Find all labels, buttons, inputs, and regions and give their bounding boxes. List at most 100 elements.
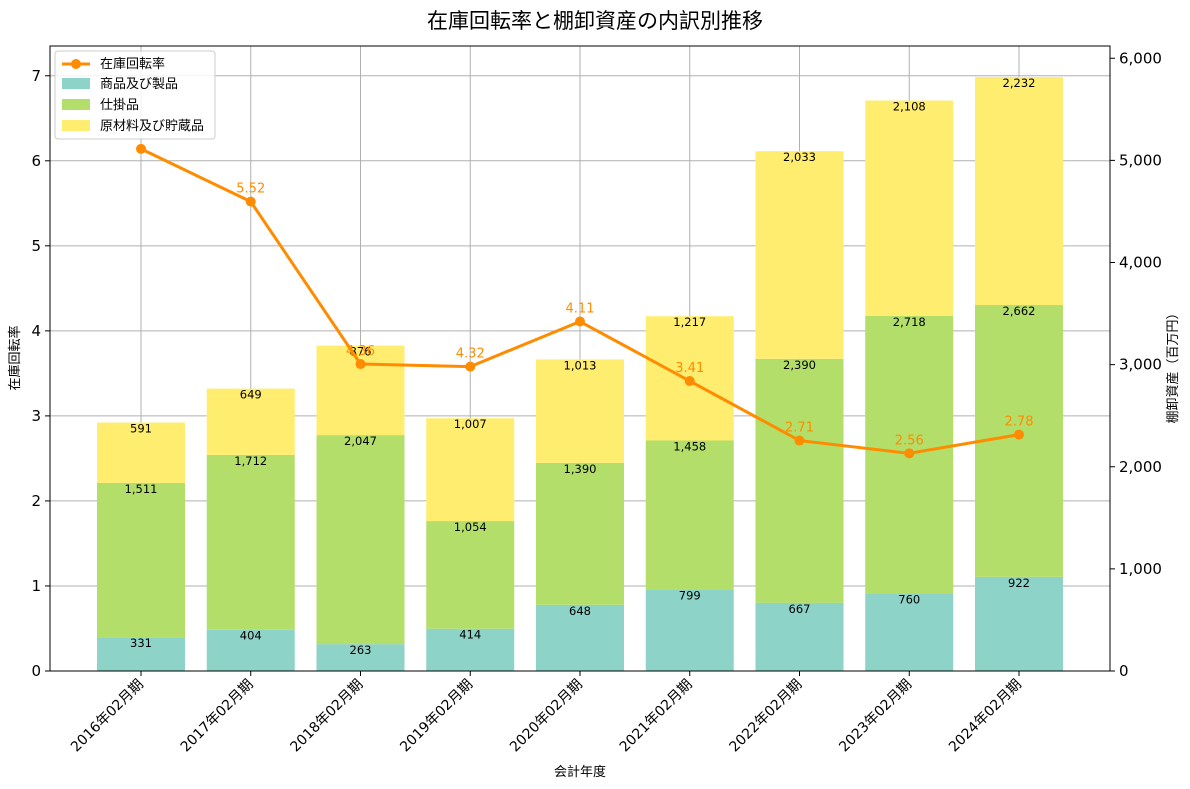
turnover-point: [136, 143, 146, 154]
bar-segment: [755, 358, 844, 603]
turnover-point: [465, 361, 476, 372]
legend-label: 原材料及び貯蔵品: [100, 119, 204, 134]
x-tick-label: 2024年02月期: [946, 677, 1025, 756]
turnover-point: [575, 316, 585, 327]
legend-swatch: [62, 99, 90, 110]
legend-swatch: [62, 78, 90, 89]
y-left-tick-label: 2: [31, 492, 41, 510]
y-axis-right-title: 棚卸資産（百万円）: [1165, 306, 1181, 423]
bar-value-label: 1,458: [673, 440, 706, 454]
x-tick-label: 2020年02月期: [507, 677, 586, 756]
turnover-point: [245, 196, 256, 207]
bar-value-label: 1,511: [125, 482, 158, 496]
legend-label: 仕掛品: [100, 98, 139, 113]
bar-value-label: 331: [130, 636, 152, 650]
bar-value-label: 667: [789, 602, 811, 616]
turnover-point: [794, 435, 805, 446]
bar-segment: [975, 77, 1063, 305]
legend-label: 商品及び製品: [100, 77, 178, 92]
bar-value-label: 2,108: [893, 100, 926, 114]
legend-box: [54, 50, 216, 140]
bar-segment: [316, 435, 405, 645]
turnover-value-label: 3.41: [675, 361, 704, 376]
bar-value-label: 591: [130, 422, 152, 436]
y-left-tick-label: 4: [31, 322, 41, 340]
bar-segment: [206, 629, 295, 671]
x-tick-label: 2019年02月期: [397, 677, 476, 756]
bar-value-label: 760: [898, 592, 920, 606]
bar-value-label: 2,390: [783, 358, 816, 372]
turnover-value-label: 4.36: [346, 344, 375, 359]
y-right-tick-label: 1,000: [1119, 560, 1162, 578]
legend-line-marker: [71, 59, 81, 69]
bar-value-label: 1,217: [673, 315, 706, 329]
turnover-line-series: 5.52 4.36 4.32 4.11 3.41 2.71 2.56 2.78: [136, 143, 1033, 459]
bar-segment: [755, 151, 844, 359]
legend-swatch: [62, 120, 90, 131]
y-axis-left-title: 在庫回転率: [7, 325, 23, 390]
turnover-point: [684, 376, 695, 387]
bar-value-label: 414: [459, 628, 481, 642]
bar-segment: [975, 576, 1063, 671]
bar-value-label: 649: [240, 388, 262, 402]
bar-segment: [97, 422, 185, 483]
x-tick-label: 2022年02月期: [727, 677, 806, 756]
turnover-point: [904, 448, 915, 459]
y-right-tick-label: 3,000: [1119, 356, 1162, 374]
bar-segment: [316, 644, 405, 671]
bar-value-label: 1,054: [454, 520, 487, 534]
bar-segment: [97, 482, 185, 638]
turnover-value-label: 5.52: [236, 182, 265, 197]
bar-value-label: 2,662: [1003, 304, 1036, 318]
bar-value-label: 648: [569, 604, 591, 618]
y-left-tick-label: 1: [31, 577, 41, 595]
bar-series: [97, 77, 1063, 671]
bar-segment: [536, 359, 624, 463]
bar-segment: [426, 418, 515, 522]
bar-segment: [865, 593, 954, 671]
bar-segment: [97, 637, 185, 671]
turnover-value-label: 2.71: [785, 421, 814, 436]
bar-value-label: 1,390: [564, 462, 597, 476]
bar-segment: [865, 100, 954, 316]
turnover-value-label: 2.56: [895, 433, 924, 448]
x-tick-label: 2016年02月期: [68, 677, 147, 756]
turnover-value-label: 4.32: [456, 347, 485, 362]
turnover-value-label: 4.11: [566, 302, 595, 317]
bar-value-label: 404: [240, 629, 262, 643]
y-left-tick-label: 6: [31, 152, 41, 170]
chart-title: 在庫回転率と棚卸資産の内訳別推移: [427, 9, 763, 33]
bar-segment: [645, 589, 734, 671]
bar-segment: [645, 440, 734, 590]
y-right-tick-label: 5,000: [1119, 151, 1162, 169]
bar-value-label: 799: [679, 588, 701, 602]
x-axis-title: 会計年度: [554, 764, 606, 780]
bar-value-label: 2,047: [344, 434, 377, 448]
bar-segment: [206, 388, 295, 455]
y-right-tick-label: 2,000: [1119, 458, 1162, 476]
bar-value-label: 263: [350, 643, 372, 657]
bar-value-label: 1,712: [234, 454, 267, 468]
turnover-point: [355, 359, 366, 370]
bar-segment: [755, 602, 844, 671]
y-right-tick-label: 4,000: [1119, 254, 1162, 272]
bar-value-label: 1,007: [454, 417, 487, 431]
y-left-tick-label: 7: [31, 67, 41, 85]
bar-segment: [206, 454, 295, 630]
y-left-tick-label: 3: [31, 407, 41, 425]
bar-value-label: 2,232: [1003, 76, 1036, 90]
y-left-tick-label: 0: [31, 662, 41, 680]
x-tick-label: 2023年02月期: [836, 677, 915, 756]
y-left-tick-label: 5: [31, 237, 41, 255]
bar-segment: [536, 462, 624, 605]
y-right-tick-label: 0: [1119, 662, 1129, 680]
turnover-point: [1014, 429, 1024, 440]
y-right-tick-label: 6,000: [1119, 49, 1162, 67]
bar-value-labels: 3311,5115914041,7126492632,0478764141,05…: [125, 76, 1036, 657]
bar-value-label: 2,033: [783, 150, 816, 164]
bar-segment: [426, 628, 515, 671]
x-tick-label: 2018年02月期: [288, 677, 367, 756]
bar-value-label: 2,718: [893, 315, 926, 329]
